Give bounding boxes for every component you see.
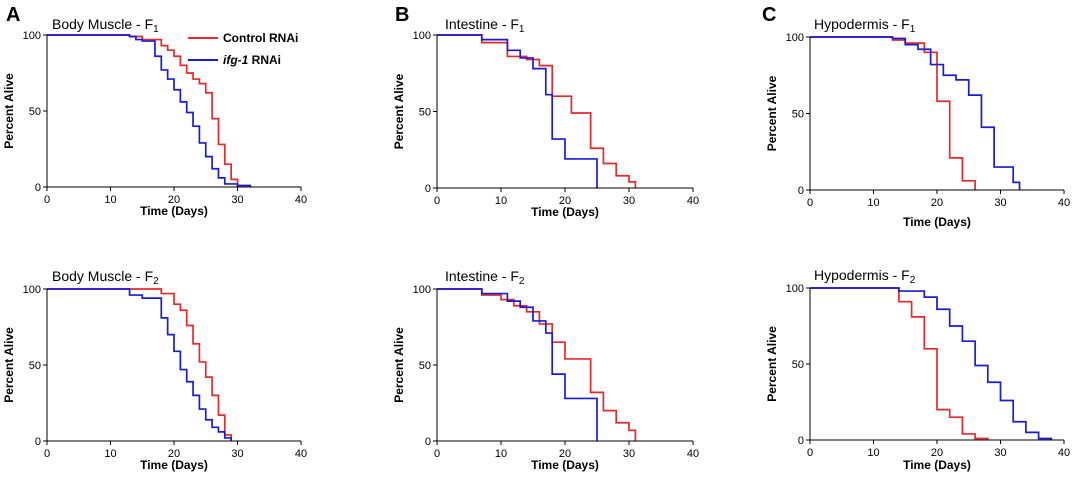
y-tick-label: 50 [419,360,431,372]
x-axis-label: Time (Days) [140,204,208,218]
x-tick-label: 20 [931,197,943,209]
panel-label-a: A [6,4,20,26]
x-tick-label: 0 [434,448,440,460]
y-tick-label: 50 [792,109,804,121]
x-tick-label: 20 [168,194,180,206]
y-tick-label: 100 [786,32,804,44]
x-tick-label: 40 [1058,447,1070,459]
series-line-control [810,36,976,190]
series-line-control [437,288,637,441]
x-axis-label: Time (Days) [531,458,599,472]
x-tick-label: 20 [559,448,571,460]
chart-title: Body Muscle - F1 [52,16,159,35]
x-tick-label: 30 [623,448,635,460]
y-axis-label: Percent Alive [765,75,779,151]
y-tick-label: 100 [413,284,431,296]
x-axis-label: Time (Days) [903,458,971,472]
x-tick-label: 10 [104,194,116,206]
x-tick-label: 30 [623,195,635,207]
y-axis-label: Percent Alive [392,73,406,149]
series-line-ifg1 [47,34,252,187]
x-tick-label: 30 [994,447,1006,459]
x-tick-label: 40 [687,448,699,460]
y-tick-label: 100 [413,30,431,42]
y-tick-label: 50 [792,359,804,371]
y-axis-label: Percent Alive [765,326,779,402]
series-line-control [47,34,239,187]
y-tick-label: 0 [35,436,41,448]
x-tick-label: 10 [495,195,507,207]
x-tick-label: 10 [104,448,116,460]
y-tick-label: 50 [419,107,431,119]
x-tick-label: 0 [807,197,813,209]
chart-panel-4: 0 10 20 30 40 0 50 100 Body Muscle - F2 Time (Day… [2,268,307,472]
x-tick-label: 30 [994,197,1006,209]
series-line-ifg1 [47,288,232,441]
y-tick-label: 50 [29,360,41,372]
chart-title: Intestine - F2 [445,268,525,287]
x-tick-label: 40 [295,448,307,460]
x-tick-label: 10 [867,197,879,209]
x-tick-label: 30 [231,448,243,460]
x-tick-label: 0 [434,195,440,207]
y-tick-label: 0 [798,185,804,197]
y-tick-label: 0 [425,183,431,195]
chart-title: Hypodermis - F1 [814,16,916,35]
x-tick-label: 20 [168,448,180,460]
y-tick-label: 100 [23,284,41,296]
x-tick-label: 0 [807,447,813,459]
chart-title: Hypodermis - F2 [814,267,916,286]
x-axis-label: Time (Days) [903,215,971,229]
x-tick-label: 40 [295,194,307,206]
x-tick-label: 20 [931,447,943,459]
y-tick-label: 100 [23,30,41,42]
x-tick-label: 40 [1058,197,1070,209]
legend-label-control: Control RNAi [223,31,298,45]
chart-panel-3: 0 10 20 30 40 0 50 100 Hypodermis - F1 Time (Days… [765,16,1070,229]
y-axis-label: Percent Alive [2,73,16,149]
legend-label-ifg1: ifg-1 RNAi [223,53,281,67]
chart-title: Body Muscle - F2 [52,268,159,287]
y-tick-label: 0 [798,435,804,447]
y-axis-label: Percent Alive [392,327,406,403]
series-line-ifg1 [810,36,1021,190]
series-line-control [437,34,637,188]
legend: Control RNAi ifg-1 RNAi [188,31,298,67]
chart-panel-1: 0 10 20 30 40 0 50 100 Body Muscle - F1 Time (Day… [2,16,307,218]
series-line-control [47,288,232,441]
series-line-ifg1 [437,288,598,441]
y-axis-label: Percent Alive [2,327,16,403]
chart-panel-6: 0 10 20 30 40 0 50 100 Hypodermis - F2 Time (Days… [765,267,1070,472]
series-line-control [810,287,989,440]
x-axis-label: Time (Days) [531,205,599,219]
y-tick-label: 100 [786,283,804,295]
x-tick-label: 10 [495,448,507,460]
panel-label-b: B [395,4,409,26]
panel-label-c: C [762,4,776,26]
x-axis-label: Time (Days) [140,458,208,472]
x-tick-label: 20 [559,195,571,207]
y-tick-label: 0 [35,182,41,194]
y-tick-label: 0 [425,436,431,448]
chart-panel-2: 0 10 20 30 40 0 50 100 Intestine - F1 Time (Days)… [392,16,699,219]
x-tick-label: 40 [687,195,699,207]
series-line-ifg1 [437,34,598,188]
x-tick-label: 0 [44,448,50,460]
chart-panel-5: 0 10 20 30 40 0 50 100 Intestine - F2 Time (Days)… [392,268,699,472]
y-tick-label: 50 [29,106,41,118]
x-tick-label: 30 [231,194,243,206]
x-tick-label: 0 [44,194,50,206]
series-line-ifg1 [810,287,1053,440]
chart-title: Intestine - F1 [445,16,525,35]
x-tick-label: 10 [867,447,879,459]
